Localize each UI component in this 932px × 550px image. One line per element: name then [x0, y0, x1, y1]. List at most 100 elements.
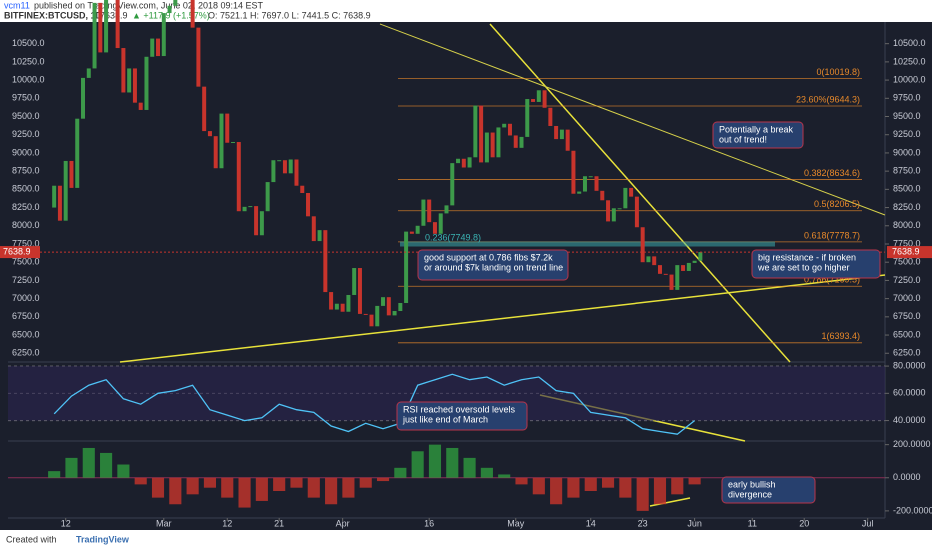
x-tick-label: 12: [61, 518, 71, 528]
candle-body: [617, 208, 622, 210]
candle-body: [542, 90, 547, 108]
y-tick-label-left: 8750.0: [12, 166, 40, 176]
candle-body: [450, 163, 455, 206]
y-tick-label-left: 6500.0: [12, 329, 40, 339]
macd-bar: [65, 457, 78, 478]
y-tick-label-left: 7000.0: [12, 293, 40, 303]
macd-bar: [203, 477, 216, 488]
y-tick-label-left: 10000.0: [12, 74, 45, 84]
annotation-text: RSI reached oversold levels: [403, 404, 516, 414]
candle-body: [167, 5, 172, 14]
candle-body: [525, 99, 530, 137]
macd-bar: [100, 452, 113, 478]
macd-bar: [376, 477, 390, 482]
symbol: BITFINEX:BTCUSD, 1D: [4, 10, 103, 20]
candle-body: [559, 129, 564, 140]
candle-body: [277, 160, 282, 162]
author[interactable]: vcm11: [4, 0, 30, 10]
trend-line: [379, 23, 886, 216]
macd-bar: [567, 477, 580, 498]
y-tick-label: 9250.0: [893, 129, 921, 139]
macd-bar: [342, 477, 355, 498]
candle-body: [548, 107, 553, 126]
annotation-text: or around $7k landing on trend line: [424, 262, 563, 272]
y-tick-label-left: 7250.0: [12, 275, 40, 285]
candle-body: [219, 113, 224, 169]
candle-body: [132, 68, 137, 103]
annotation-text: just like end of March: [402, 414, 488, 424]
y-tick-label-left: 7500.0: [12, 257, 40, 267]
candle-body: [121, 48, 126, 93]
y-tick-label: 80.0000: [893, 360, 926, 370]
annotation-text: divergence: [728, 489, 772, 499]
candle-body: [317, 230, 322, 242]
x-tick-label: 16: [424, 518, 434, 528]
candle-body: [104, 0, 109, 53]
candle-body: [507, 123, 512, 136]
annotation-text: Potentially a break: [719, 124, 794, 134]
candle-body: [138, 102, 143, 110]
macd-bar: [290, 477, 303, 488]
published: published on TradingView.com, June 02, 2…: [34, 0, 263, 10]
candle-body: [69, 160, 74, 188]
candle-body: [386, 297, 391, 316]
candle-body: [657, 265, 662, 274]
last-price-tag: [0, 246, 40, 259]
x-tick-label: 11: [748, 518, 757, 528]
macd-bar: [636, 477, 649, 511]
candle-body: [652, 256, 657, 266]
candle-body: [421, 199, 426, 226]
candle-body: [681, 265, 686, 271]
candle-body: [323, 230, 328, 293]
macd-bar: [550, 477, 563, 505]
candle-body: [409, 231, 414, 234]
candle-body: [444, 205, 449, 214]
annotation-text: we are set to go higher: [757, 262, 850, 272]
macd-bar: [221, 477, 234, 498]
y-tick-label-left: 10250.0: [12, 56, 45, 66]
candle-body: [565, 129, 570, 151]
candle-body: [484, 132, 489, 163]
annotation-box: [396, 401, 528, 431]
candle-body: [692, 260, 697, 263]
candle-body: [231, 142, 236, 144]
candle-body: [294, 159, 299, 186]
last-price-label: 7638.9: [3, 246, 31, 256]
candle-body: [196, 27, 201, 87]
candle-body: [282, 160, 287, 174]
y-tick-label-left: 9750.0: [12, 93, 40, 103]
annotation-text: big resistance - if broken: [758, 252, 856, 262]
candle-body: [467, 157, 472, 168]
macd-bar: [134, 477, 147, 485]
candle-body: [156, 38, 161, 57]
candle-body: [242, 206, 247, 212]
macd-bar: [584, 477, 597, 492]
footer-brand[interactable]: TradingView: [76, 534, 130, 544]
macd-bar: [273, 477, 286, 492]
fib-label: 0.236(7749.8): [425, 232, 481, 242]
y-tick-label: 0.0000: [893, 472, 921, 482]
annotation-text: early bullish: [728, 479, 776, 489]
y-tick-label: 200.0000: [893, 439, 931, 449]
y-tick-label: 7000.0: [893, 293, 921, 303]
y-tick-label: 9750.0: [893, 93, 921, 103]
y-tick-label: 10000.0: [893, 74, 926, 84]
ohlc: O: 7521.1 H: 7697.0 L: 7441.5 C: 7638.9: [208, 10, 371, 20]
candle-body: [531, 99, 536, 102]
candle-body: [698, 252, 703, 261]
candle-body: [115, 0, 120, 49]
macd-bar: [446, 447, 459, 478]
y-tick-label-left: 9000.0: [12, 147, 40, 157]
candle-body: [461, 158, 466, 168]
candle-body: [606, 200, 611, 222]
y-tick-label-left: 8000.0: [12, 220, 40, 230]
annotation-box: [721, 476, 816, 504]
candle-body: [479, 105, 484, 163]
candle-body: [144, 56, 149, 110]
candle-body: [52, 185, 57, 208]
candle-body: [427, 199, 432, 223]
y-tick-label: 10500.0: [893, 38, 926, 48]
candle-body: [311, 216, 316, 242]
y-tick-label-left: 6250.0: [12, 348, 40, 358]
